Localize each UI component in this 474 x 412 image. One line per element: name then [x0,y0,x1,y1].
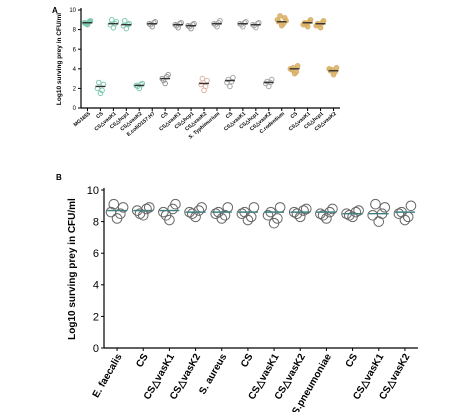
x-category-label: CS [344,352,361,370]
data-point [117,202,129,213]
data-point [99,87,105,94]
data-point [138,81,144,88]
data-point [143,202,155,213]
data-point [186,208,198,219]
data-point [393,208,405,219]
data-point [327,203,338,215]
x-category-label: CS [225,111,235,121]
data-point [198,81,204,88]
data-point [193,205,205,216]
data-point [151,19,157,26]
x-category-label: CS [160,111,170,121]
x-category-label: CS [290,111,300,121]
data-point [254,20,261,27]
data-point [108,198,120,210]
y-tick-label: 8 [93,216,99,228]
x-category-label: CS [95,111,105,121]
data-point [219,209,231,221]
panel-a-chart: A 0 2 4 6 8 10 Log10 surving prey in CFU/ml MG16… [52,6,340,140]
y-tick-label: 0 [93,343,99,355]
data-point [162,80,168,87]
y-tick-label: 8 [73,28,77,34]
data-point [108,17,115,23]
data-point [294,63,301,69]
data-point [367,209,379,221]
panel-label: B [56,173,62,182]
y-tick-label: 10 [87,185,99,197]
data-point [227,83,233,90]
data-point [189,21,196,28]
data-point [115,208,126,219]
panel-label: A [52,6,58,15]
data-point [262,209,274,221]
y-tick-label: 2 [73,87,77,93]
y-tick-label: 6 [73,47,77,53]
y-tick-label: 6 [93,248,99,260]
x-category-label: CS [239,352,256,370]
data-point [293,68,300,75]
data-point [158,206,169,218]
data-point [204,77,210,84]
data-point [343,209,355,221]
data-point [241,19,248,26]
data-point [236,208,248,219]
data-point [97,90,104,97]
data-point [405,200,417,212]
data-point [176,20,183,27]
data-point [248,202,260,213]
x-category-label: E. faecalis [91,352,125,400]
x-category-label: CS [134,352,151,370]
data-point [141,203,152,215]
data-point [167,203,179,215]
y-axis-title: Log10 surving prey in CFU/ml [56,13,63,105]
data-point [199,75,206,82]
y-axis-title: Log10 surving prey in CFU/ml [67,198,78,340]
data-point [215,19,222,26]
y-tick-label: 10 [69,8,76,14]
panel-b-chart: B 0 2 4 6 8 10 Log10 surving prey in CFU/ml E. f… [56,173,418,412]
data-point [95,79,102,86]
y-tick-label: 4 [93,280,99,292]
y-tick-label: 4 [73,67,77,73]
data-point [274,202,286,213]
data-point [264,78,270,85]
data-point [379,202,391,213]
data-point [353,205,364,216]
data-point [317,209,329,221]
data-point [202,83,209,90]
y-tick-label: 2 [93,311,99,323]
data-point [196,202,207,213]
data-point [121,17,128,24]
data-point [350,206,362,218]
data-point [228,78,235,85]
data-point [291,208,303,219]
data-point [300,203,312,215]
data-point [126,20,133,27]
data-point [272,213,283,224]
data-point [370,198,381,210]
x-category-label: MG1655 [73,111,92,128]
data-point [298,205,309,216]
y-tick-label: 0 [73,106,77,112]
data-point [277,13,283,19]
